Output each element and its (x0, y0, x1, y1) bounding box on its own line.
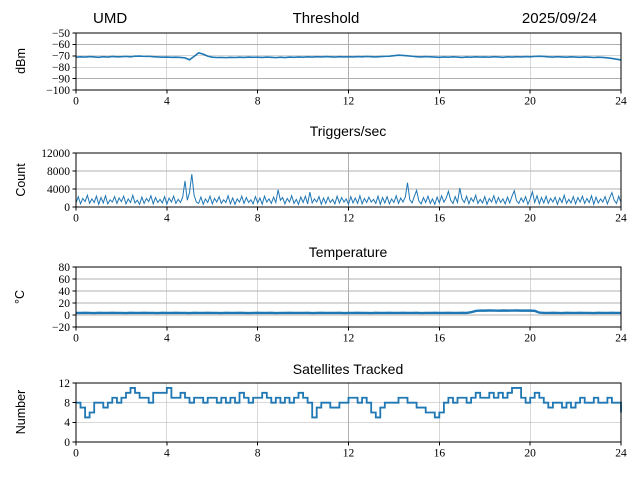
x-tick-label: 16 (434, 96, 446, 108)
series-line-1 (75, 174, 622, 207)
series-line-2 (75, 309, 622, 315)
y-axis-label-number: Number (14, 389, 28, 435)
y-tick-label: 80 (59, 262, 71, 274)
x-tick-label: 8 (255, 96, 261, 108)
x-tick-label: 20 (524, 96, 536, 108)
chart-title-satellites: Satellites Tracked (292, 361, 404, 377)
x-tick-label: 24 (615, 333, 627, 345)
x-tick-label: 4 (164, 448, 170, 460)
x-tick-label: 24 (615, 96, 627, 108)
y-tick-label: 4 (64, 417, 70, 429)
chart-title-threshold: Threshold (292, 10, 360, 27)
x-tick-label: 4 (164, 96, 170, 108)
chart-title-triggers: Triggers/sec (309, 123, 387, 139)
x-tick-label: 16 (434, 448, 446, 460)
x-tick-label: 20 (524, 448, 536, 460)
x-tick-label: 8 (255, 333, 261, 345)
x-tick-label: 0 (73, 333, 79, 345)
date-label: 2025/09/24 (521, 10, 597, 27)
x-tick-label: 24 (615, 448, 627, 460)
x-tick-label: 24 (615, 213, 627, 225)
y-tick-label: 20 (59, 298, 71, 310)
y-tick-label: 0 (64, 310, 70, 322)
x-tick-label: 8 (255, 213, 261, 225)
y-axis-label-celsius: °C (13, 289, 27, 305)
x-tick-label: 0 (73, 448, 79, 460)
series-line-0 (75, 51, 622, 61)
x-tick-label: 20 (524, 333, 536, 345)
y-tick-label: 12000 (41, 148, 70, 160)
chart-title-temperature: Temperature (308, 244, 388, 260)
y-tick-label: 8 (64, 397, 70, 409)
x-tick-label: 16 (434, 333, 446, 345)
x-tick-label: 16 (434, 213, 446, 225)
y-tick-label: −20 (52, 322, 70, 334)
y-tick-label: 8000 (47, 166, 70, 178)
y-axis-label-count: Count (14, 163, 28, 197)
series-line-3 (76, 387, 622, 419)
y-axis-label-dbm: dBm (14, 48, 28, 74)
y-tick-label: 60 (59, 274, 71, 286)
y-tick-label: 0 (64, 202, 70, 214)
y-tick-label: −50 (52, 28, 70, 40)
station-label: UMD (93, 10, 128, 27)
y-tick-label: 40 (59, 286, 71, 298)
y-tick-label: 12 (59, 378, 71, 390)
y-tick-label: 0 (64, 437, 70, 449)
x-tick-label: 8 (255, 448, 261, 460)
y-tick-label: −80 (52, 62, 70, 74)
y-tick-label: −60 (52, 39, 70, 51)
y-tick-label: −100 (46, 85, 70, 97)
x-tick-label: 12 (343, 213, 355, 225)
x-tick-label: 12 (343, 333, 355, 345)
y-tick-label: 4000 (47, 184, 70, 196)
x-tick-label: 0 (73, 213, 79, 225)
x-tick-label: 20 (524, 213, 536, 225)
x-tick-label: 12 (343, 96, 355, 108)
y-tick-label: −70 (52, 51, 70, 63)
x-tick-label: 4 (164, 213, 170, 225)
y-tick-label: −90 (52, 73, 70, 85)
x-tick-label: 4 (164, 333, 170, 345)
x-tick-label: 0 (73, 96, 79, 108)
x-tick-label: 12 (343, 448, 355, 460)
